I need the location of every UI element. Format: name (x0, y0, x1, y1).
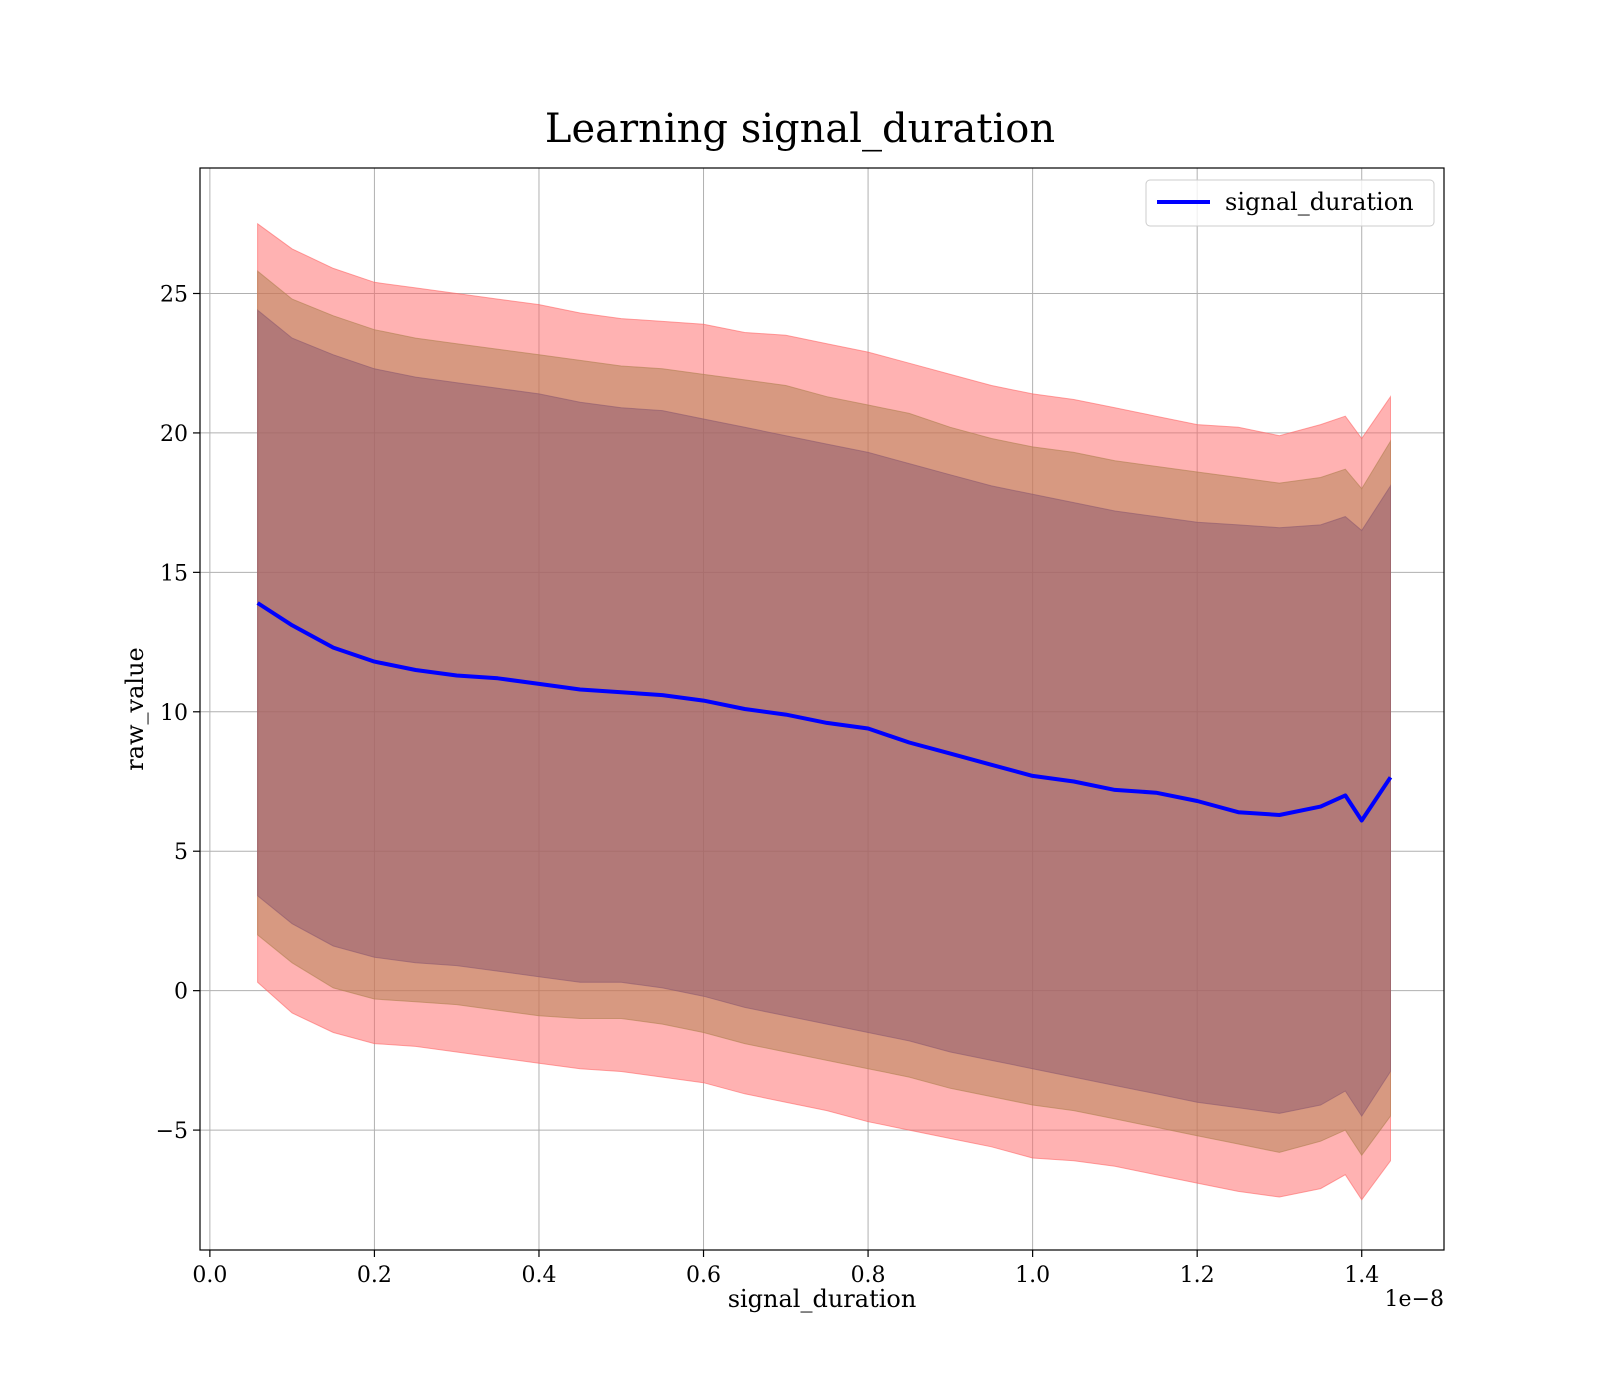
confidence-bands (257, 222, 1391, 1201)
x-tick-label: 0.4 (521, 1263, 556, 1288)
x-tick-label: 0.0 (192, 1263, 227, 1288)
legend-label: signal_duration (1225, 188, 1414, 216)
y-tick-label: −5 (156, 1119, 188, 1144)
x-tick-label: 1.2 (1180, 1263, 1215, 1288)
band-inner (257, 309, 1391, 1118)
legend-box (1145, 179, 1435, 227)
y-tick-label: 0 (174, 980, 188, 1005)
x-tick-label: 0.6 (686, 1263, 721, 1288)
y-tick-label: 5 (174, 840, 188, 865)
x-scale-offset-label: 1e−8 (1385, 1287, 1444, 1312)
plot-frame (199, 167, 1445, 1251)
y-axis-label: raw_value (121, 647, 149, 771)
y-tick-label: 20 (160, 422, 188, 447)
x-tick-label: 1.0 (1015, 1263, 1050, 1288)
y-tick-label: 10 (160, 701, 188, 726)
legend: signal_duration (1145, 179, 1435, 227)
x-tick-label: 0.2 (357, 1263, 392, 1288)
series-lines (256, 601, 1393, 823)
chart-title: Learning signal_duration (545, 106, 1055, 152)
x-tick-label: 1.4 (1344, 1263, 1379, 1288)
x-axis-label: signal_duration (728, 1285, 917, 1313)
y-tick-label: 25 (160, 282, 188, 307)
axis-ticks: 0.0 0.2 0.4 0.6 0.8 1.0 1.2 1.4 −5 0 5 10 15 20 25 (156, 282, 1380, 1288)
x-tick-label: 0.8 (851, 1263, 886, 1288)
y-tick-label: 15 (160, 561, 188, 586)
series-line (256, 601, 1393, 823)
